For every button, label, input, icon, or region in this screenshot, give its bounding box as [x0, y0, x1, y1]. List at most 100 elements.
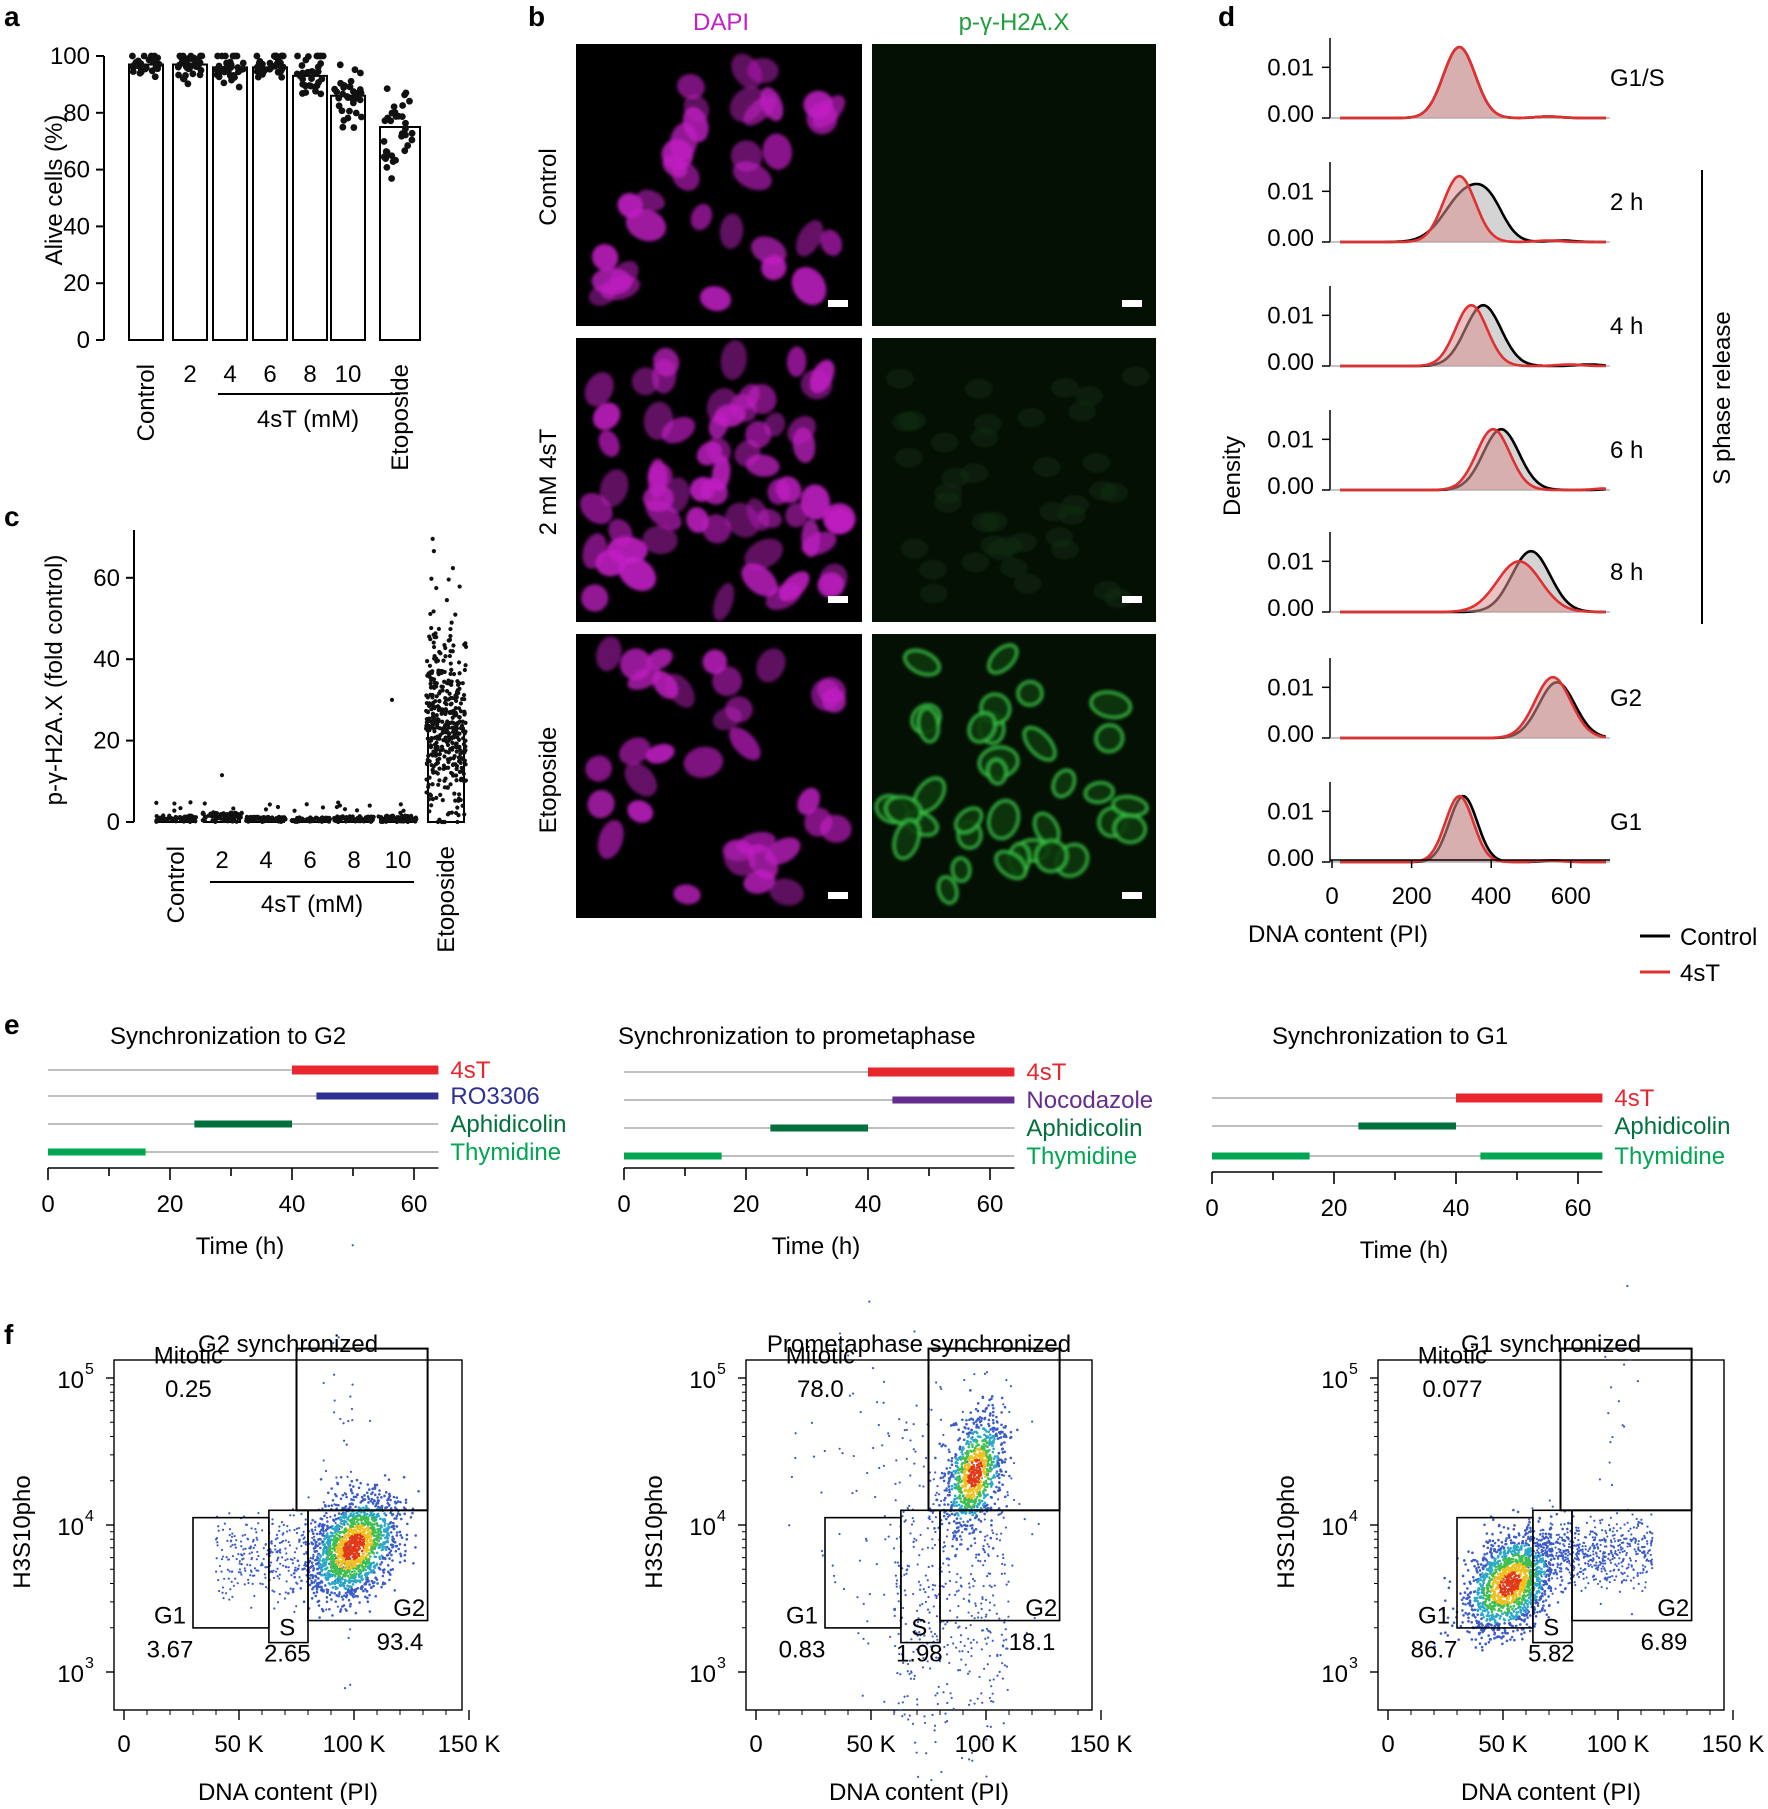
flow-event	[372, 1534, 376, 1537]
flow-event	[317, 1604, 321, 1607]
nucleus-h2ax-faint	[1104, 588, 1133, 609]
flow-event	[376, 1496, 379, 1499]
nucleus-dapi	[598, 430, 620, 457]
panel-a-dot	[195, 61, 202, 69]
panel-a-dot	[404, 142, 412, 149]
flow-event	[916, 1634, 919, 1637]
flow-event	[276, 1537, 279, 1540]
flow-event	[982, 1469, 986, 1472]
nucleus-h2ax-faint	[961, 552, 990, 573]
flow-event	[341, 1539, 344, 1543]
flow-event	[987, 1636, 990, 1639]
panel-e-xtick-label: 40	[855, 1191, 882, 1218]
flow-event	[342, 1422, 345, 1425]
flow-event	[376, 1535, 379, 1538]
panel-c-dot	[441, 763, 447, 768]
flow-event	[347, 1530, 351, 1534]
flow-event	[946, 1515, 950, 1518]
flow-event	[910, 1523, 914, 1526]
panel-c-dot	[453, 810, 459, 816]
panel-a-ytick-label: 100	[50, 43, 90, 70]
panel-a-dot	[317, 60, 325, 67]
flow-event	[932, 1478, 935, 1481]
nucleus-h2ax	[1016, 680, 1044, 707]
flow-event	[979, 1472, 983, 1475]
nucleus-dapi	[683, 746, 724, 778]
panel-d-ytick-label: 0.01	[1267, 798, 1314, 825]
panel-c-dot	[270, 815, 275, 820]
flow-event	[973, 1373, 976, 1376]
flow-event	[383, 1518, 387, 1522]
nucleus-h2ax	[916, 706, 941, 744]
flow-event	[883, 1700, 886, 1703]
flow-event	[338, 1565, 342, 1569]
nucleus-dapi	[822, 503, 856, 535]
flow-event	[246, 1563, 249, 1566]
flow-event	[338, 1591, 341, 1594]
panel-c-dot	[441, 658, 446, 663]
panel-a-dot	[388, 152, 396, 160]
flow-event	[221, 1555, 225, 1558]
flow-event	[312, 1538, 316, 1542]
flow-event	[940, 1499, 943, 1503]
nucleus-dapi	[619, 737, 651, 765]
panel-c-dot	[213, 819, 218, 824]
flow-event	[910, 1638, 913, 1641]
panel-a-dot	[175, 71, 182, 79]
flow-event	[301, 1568, 304, 1571]
flow-event	[967, 1493, 971, 1497]
panel-c-dot	[451, 671, 457, 677]
flow-ytick-exp: 3	[85, 1655, 94, 1672]
flow-event	[963, 1465, 967, 1469]
nucleus-h2ax	[936, 875, 959, 905]
panel-a-dot	[313, 82, 321, 89]
flow-event	[325, 1532, 329, 1535]
micrograph-cells	[585, 636, 852, 906]
flow-event	[285, 1566, 288, 1569]
flow-event	[315, 1567, 319, 1571]
flow-event	[347, 1636, 350, 1640]
flow-event	[398, 1542, 402, 1546]
flow-event	[254, 1544, 257, 1547]
panel-a-dot	[152, 63, 160, 71]
panel-c-dot	[443, 645, 448, 651]
flow-event	[945, 1489, 948, 1492]
flow-event	[1003, 1664, 1006, 1667]
flow-event	[901, 1715, 904, 1718]
flow-event	[352, 1528, 356, 1532]
flow-event	[284, 1591, 287, 1594]
flow-xtick-label: 100 K	[323, 1731, 386, 1758]
flow-event	[923, 1721, 927, 1725]
flow-event	[336, 1605, 339, 1608]
flow-event	[295, 1531, 299, 1535]
flow-event	[1015, 1428, 1019, 1432]
panel-c-dot	[434, 694, 439, 699]
flow-event	[947, 1471, 951, 1474]
flow-event	[962, 1597, 965, 1601]
flow-event	[906, 1662, 910, 1666]
panel-c-dot	[367, 803, 372, 808]
flow-event	[954, 1469, 958, 1473]
flow-event	[397, 1547, 400, 1551]
flow-event	[248, 1547, 251, 1550]
flow-event	[321, 1526, 325, 1530]
flow-event	[393, 1540, 397, 1544]
flow-event	[882, 1380, 886, 1383]
flow-event	[960, 1479, 963, 1483]
flow-event	[369, 1526, 372, 1529]
flow-event	[302, 1600, 306, 1604]
flow-event	[328, 1593, 332, 1597]
flow-event	[367, 1535, 371, 1539]
flow-event	[349, 1512, 353, 1516]
flow-event	[1003, 1563, 1006, 1566]
flow-event	[971, 1443, 974, 1446]
panel-a-dot	[255, 64, 262, 72]
flow-event	[372, 1526, 376, 1529]
flow-event	[971, 1511, 974, 1514]
flow-event	[392, 1527, 396, 1531]
nucleus-dapi	[591, 244, 619, 271]
flow-event	[960, 1467, 963, 1471]
flow-event	[981, 1701, 984, 1704]
micrograph-panel	[872, 338, 1156, 622]
flow-event	[369, 1569, 373, 1572]
